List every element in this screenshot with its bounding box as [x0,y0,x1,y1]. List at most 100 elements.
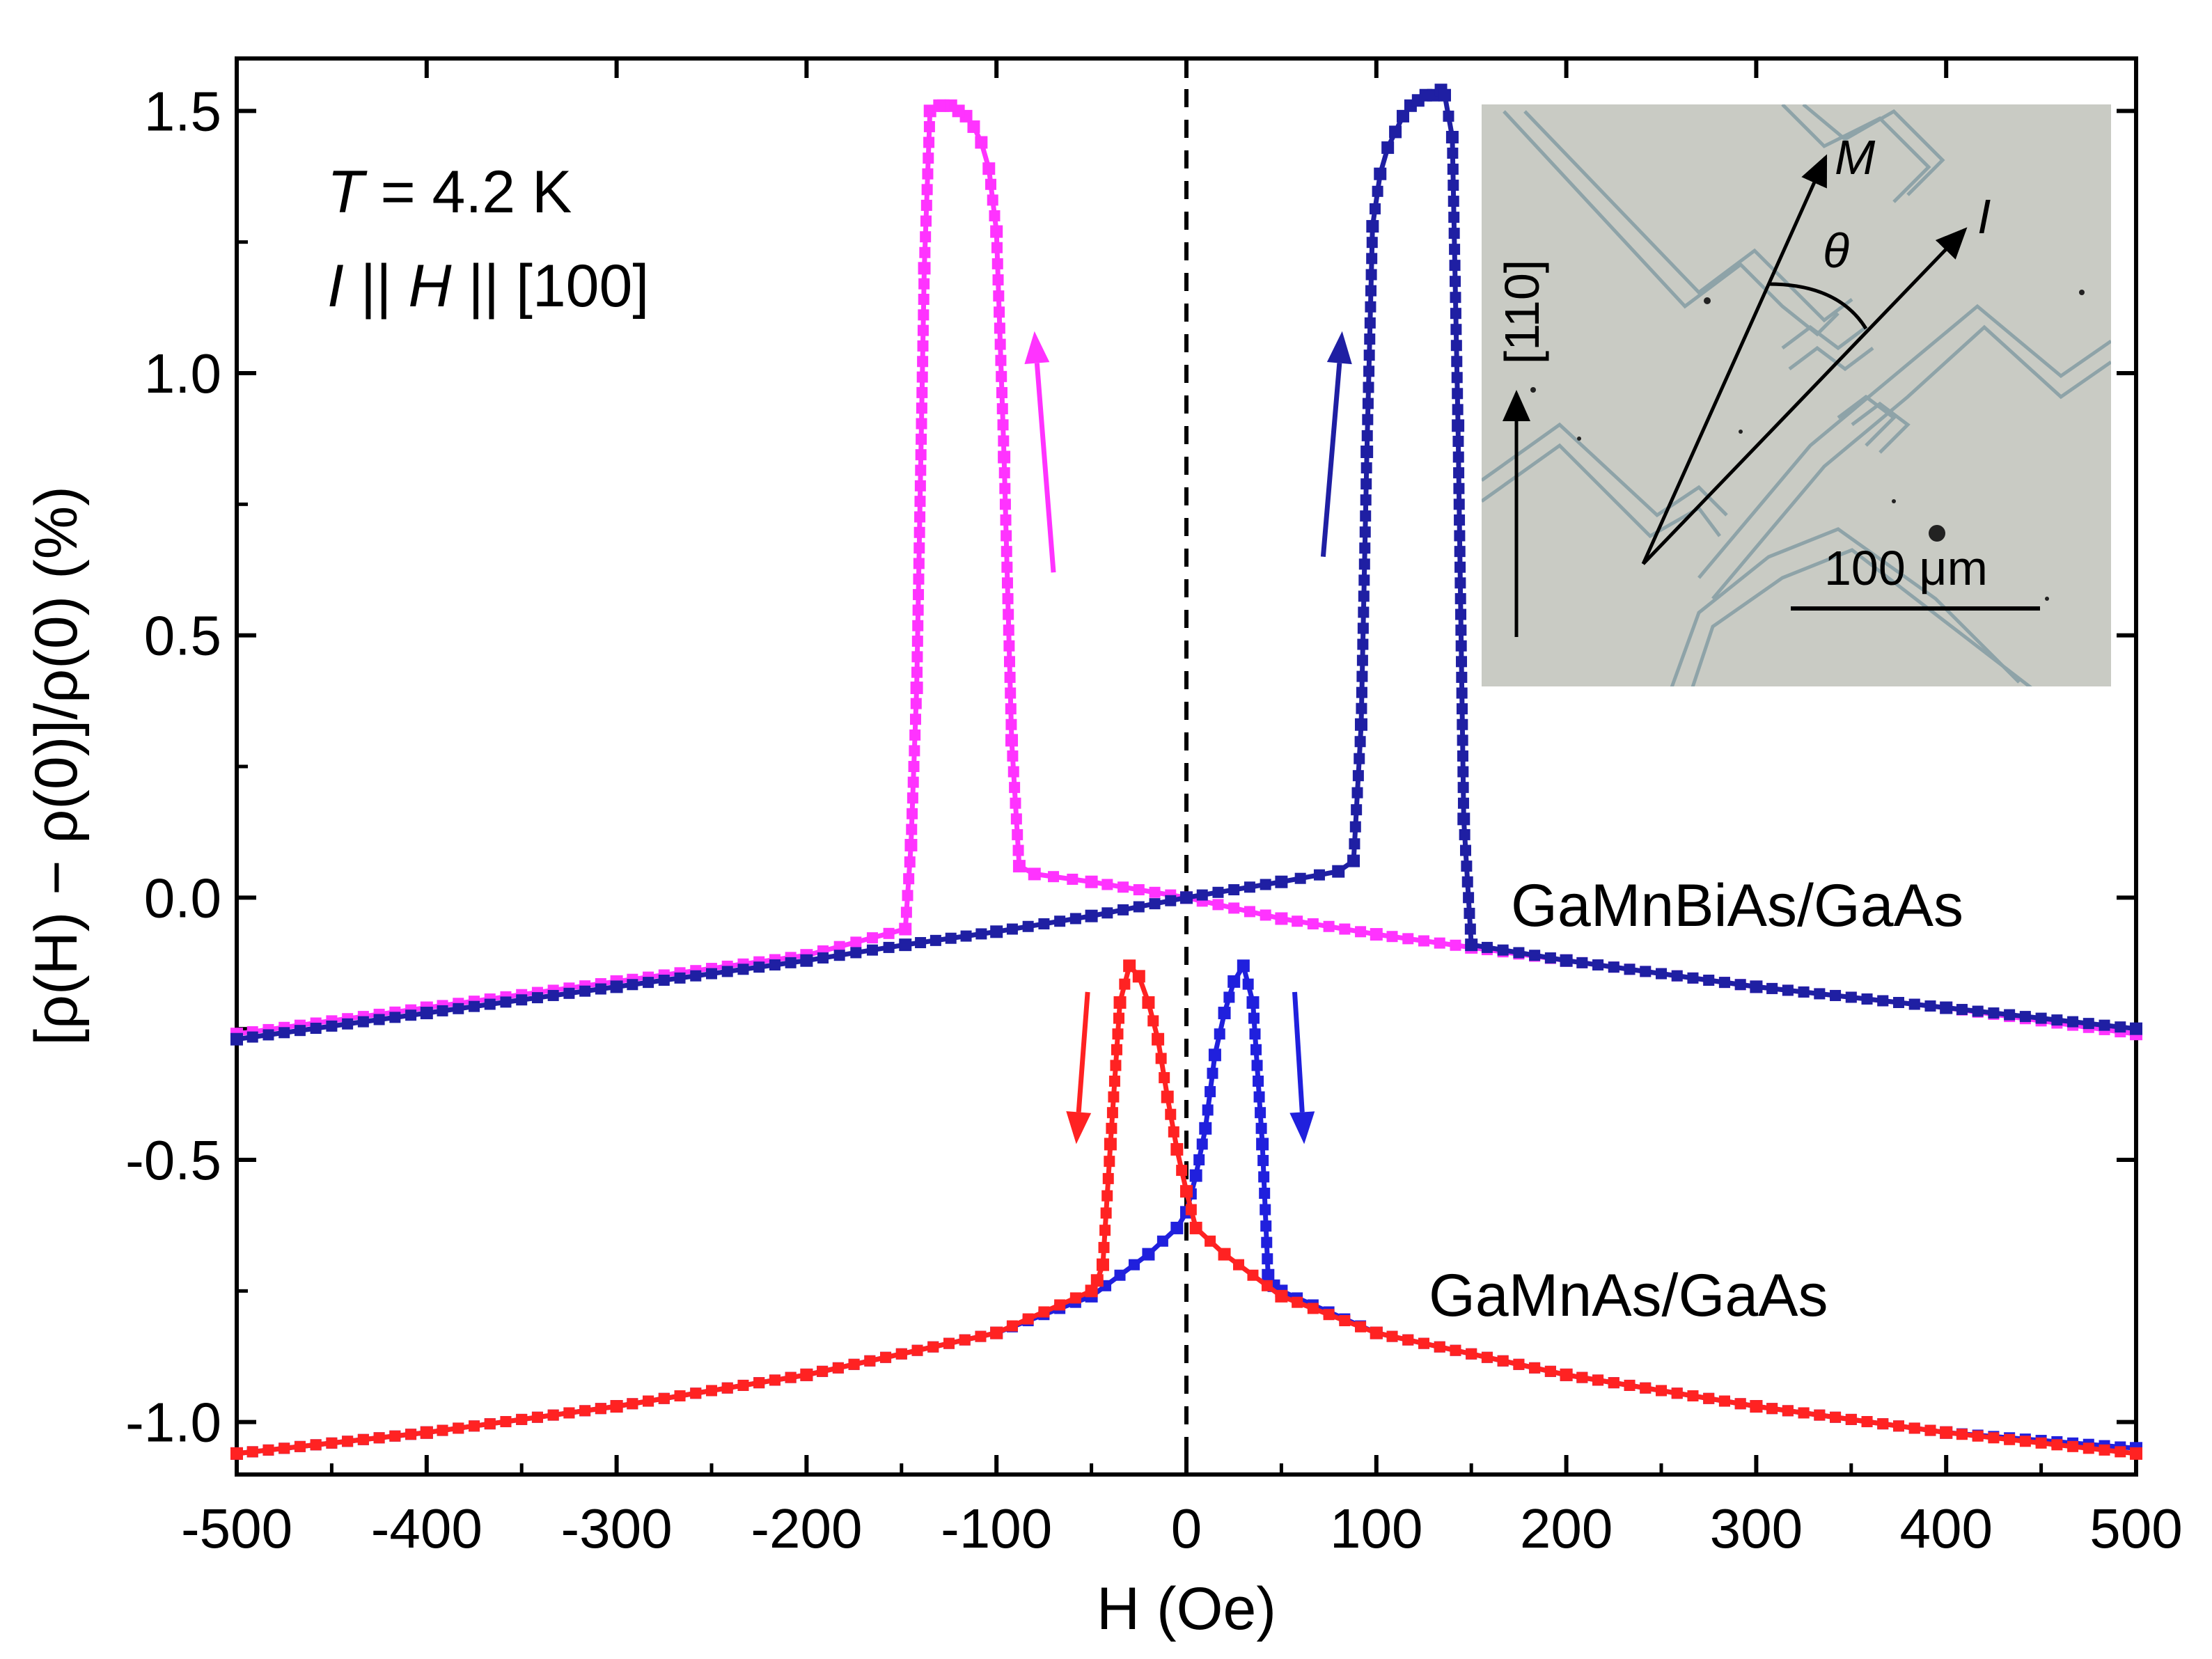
data-point [1007,766,1019,778]
data-point [1454,561,1466,573]
data-point [833,941,845,952]
data-point [1529,1362,1541,1374]
x-tick-label: 500 [2089,1497,2182,1559]
data-point [1365,269,1377,281]
data-point [817,1365,829,1377]
data-point [1228,902,1240,914]
data-point [1258,1171,1270,1183]
data-point [737,1379,749,1391]
data-point [1448,228,1460,239]
data-point [547,989,559,1001]
sweep-arrow [1320,331,1352,557]
data-point [294,1440,306,1452]
data-point [1246,996,1260,1009]
data-point [753,1377,765,1389]
data-point [908,761,920,772]
x-tick-label: -200 [751,1497,862,1559]
data-point [2004,1433,2016,1445]
data-point [690,970,702,982]
data-point [929,934,941,946]
data-point [1001,530,1012,542]
data-point [990,225,1003,238]
data-point [230,1447,243,1460]
data-point [405,1429,417,1440]
series-3 [230,959,2142,1460]
data-point [1988,1007,2000,1019]
y-tick-label: 0.0 [144,867,221,929]
data-point [1924,1000,1936,1012]
data-point [913,589,925,601]
data-point [1054,1299,1066,1311]
data-point [531,1411,543,1423]
data-point [1703,974,1715,986]
data-point [975,928,987,940]
x-tick-label: 200 [1520,1497,1613,1559]
data-point [1718,977,1730,989]
data-point [1113,1012,1125,1024]
data-point [907,792,918,804]
x-tick-label: 400 [1899,1497,1992,1559]
data-point [1576,957,1588,968]
data-point [373,1014,385,1025]
data-point [1323,920,1335,932]
data-point [800,1368,813,1381]
data-point [1360,494,1372,506]
inset-device-pattern [1482,104,2111,686]
data-point [1845,991,1857,1003]
data-point [1447,148,1459,159]
data-point [1349,821,1361,833]
data-point [1354,753,1365,764]
data-point [453,1003,464,1014]
data-point [1369,203,1381,214]
data-point [916,371,928,383]
data-point [921,184,933,196]
data-point [1365,285,1377,297]
data-point [579,1405,591,1417]
data-point [1356,702,1367,714]
data-point [1003,624,1014,636]
data-point [912,604,924,616]
sweep-arrow-shaft [1292,991,1305,1112]
data-point [1260,879,1271,890]
data-point [1454,592,1466,604]
data-point [1364,333,1376,345]
data-point [1165,895,1177,906]
data-point [2019,1011,2031,1023]
data-point [1010,797,1021,809]
data-point [1814,988,1826,1000]
data-point [342,1436,354,1447]
data-point [912,620,924,631]
data-point [913,573,925,585]
data-point [1170,1221,1184,1234]
data-point [1009,782,1021,794]
data-point [279,1027,290,1039]
data-point [1349,838,1360,850]
data-point [1193,1154,1205,1165]
x-tick-label: 300 [1710,1497,1803,1559]
data-point [918,293,929,305]
data-point [998,435,1010,447]
data-point [916,402,927,414]
data-point [1453,498,1465,510]
data-point [1189,1169,1202,1182]
data-point [1247,1269,1259,1281]
data-point [1513,1358,1525,1370]
theta-angle-arc [1768,282,1868,330]
data-point [2115,1021,2126,1033]
data-point [1940,1001,1953,1014]
data-point [674,1390,686,1401]
data-point [1434,1341,1445,1353]
data-point [990,925,1003,938]
data-point [910,682,923,694]
data-point [914,480,926,492]
data-point [1360,462,1372,474]
data-point [246,1446,258,1458]
data-point [1255,1122,1267,1134]
data-point [1418,935,1429,947]
data-point [1006,923,1018,935]
data-point [1307,918,1319,929]
inset-background [1482,104,2111,686]
data-point [916,386,928,398]
data-point [1133,901,1145,913]
data-point [933,99,946,112]
